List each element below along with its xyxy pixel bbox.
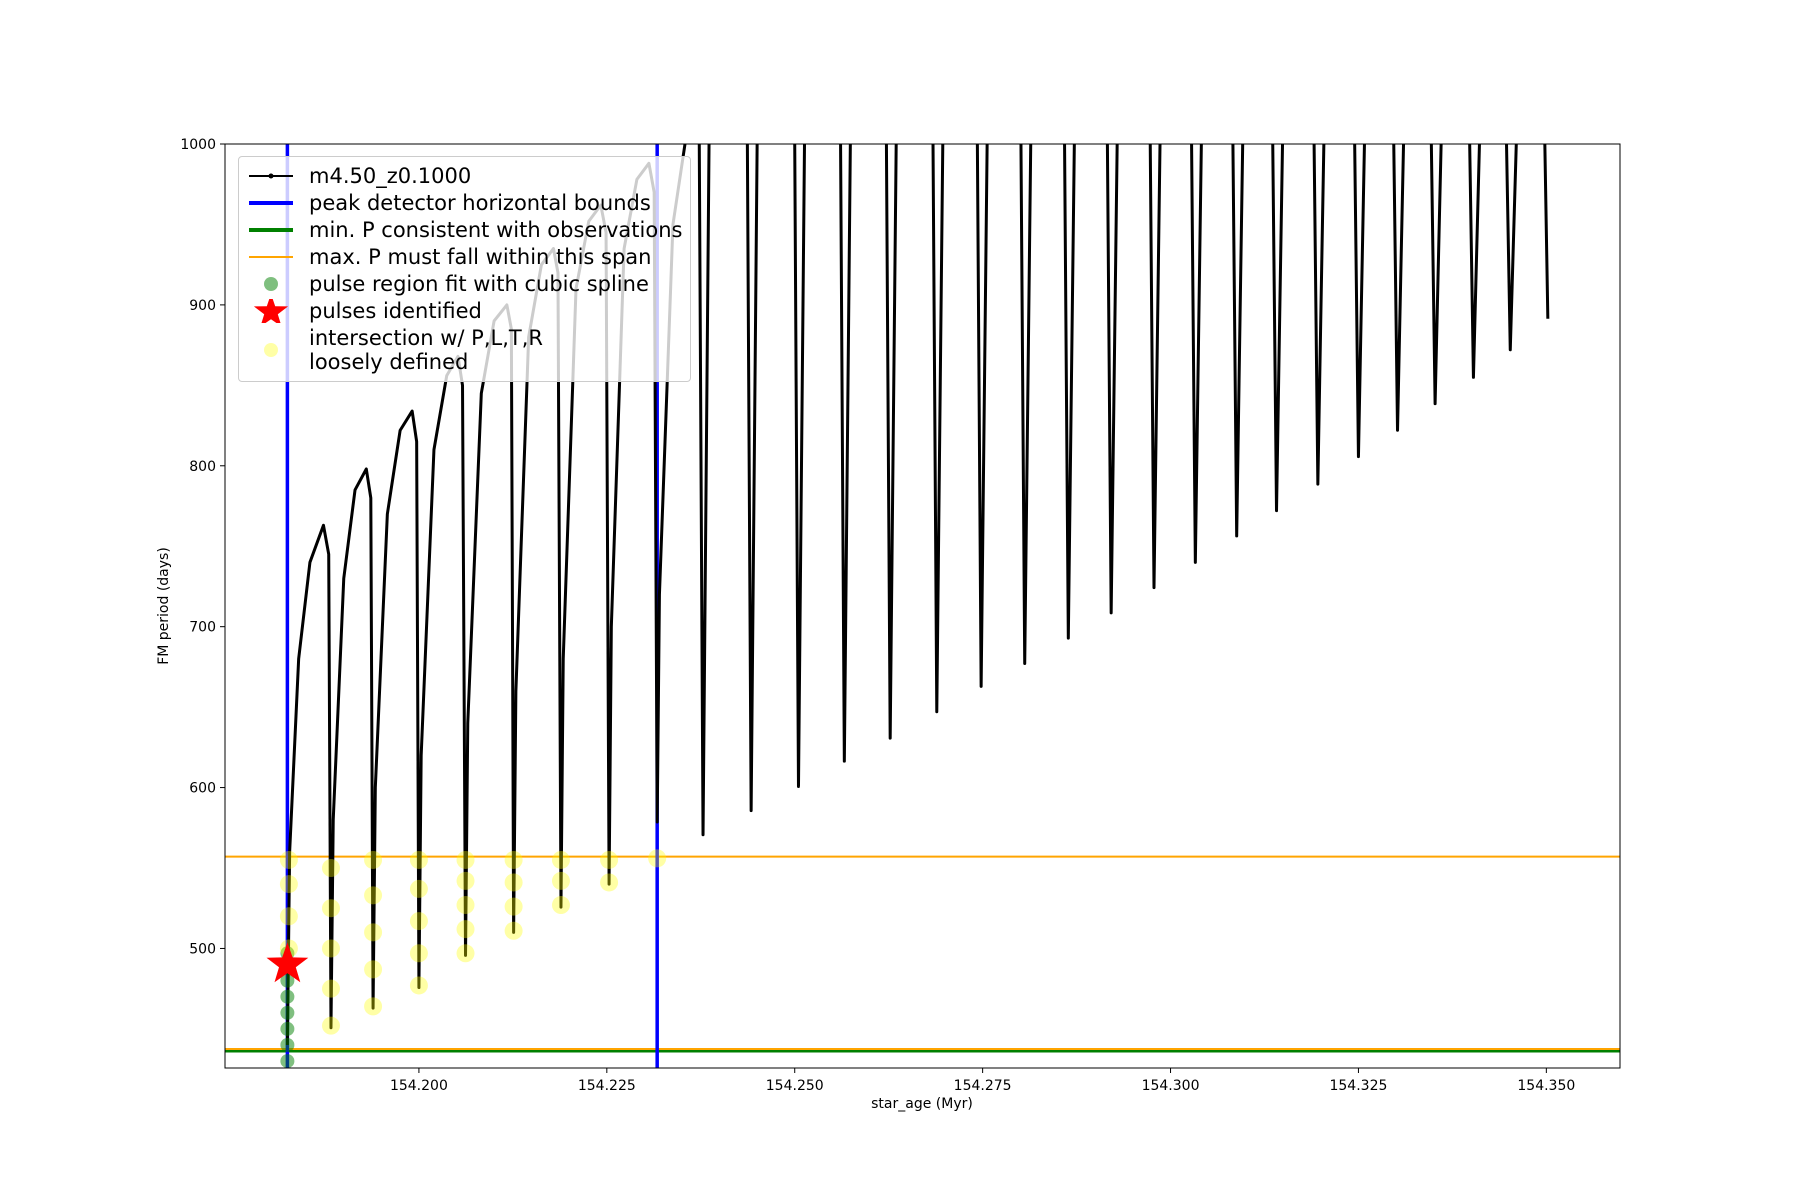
scatter-point [600,873,619,892]
legend-entry: intersection w/ P,L,T,R loosely defined [247,326,682,374]
legend-label: m4.50_z0.1000 [309,164,472,188]
legend-swatch [249,173,293,179]
legend-label: pulses identified [309,299,482,323]
scatter-point [279,850,298,869]
scatter-point [409,912,428,931]
legend-swatch [264,277,278,291]
legend-entry: m4.50_z0.1000 [247,164,682,188]
legend-swatch [249,228,293,232]
x-tick-label: 154.200 [390,1078,448,1094]
scatter-point [321,979,340,998]
scatter-point [280,1037,295,1052]
scatter-point [551,850,570,869]
scatter-point [551,871,570,890]
scatter-point [321,899,340,918]
scatter-point [364,960,383,979]
y-axis-label: FM period (days) [156,547,172,665]
x-tick-label: 154.275 [954,1078,1012,1094]
scatter-point [600,850,619,869]
y-tick-label: 700 [189,620,216,636]
x-axis-label: star_age (Myr) [871,1096,973,1112]
legend-label: intersection w/ P,L,T,R loosely defined [309,326,543,374]
scatter-point [409,850,428,869]
scatter-point [648,849,667,868]
legend-label: min. P consistent with observations [309,218,683,242]
scatter-point [280,989,295,1004]
scatter-point [456,896,475,915]
scatter-point [321,1016,340,1035]
scatter-point [364,923,383,942]
y-tick-label: 900 [189,298,216,314]
scatter-point [504,850,523,869]
scatter-point [409,944,428,963]
scatter-point [456,920,475,939]
scatter-point [279,875,298,894]
pulse-star [266,942,309,983]
scatter-point [321,939,340,958]
legend-entry: pulses identified [247,299,682,323]
x-tick-label: 154.300 [1142,1078,1200,1094]
x-tick-label: 154.225 [578,1078,636,1094]
legend-label: pulse region fit with cubic spline [309,272,649,296]
legend-label: peak detector horizontal bounds [309,191,651,215]
y-tick-label: 500 [189,941,216,957]
legend-entry: max. P must fall within this span [247,245,682,269]
scatter-point [364,850,383,869]
legend-entry: min. P consistent with observations [247,218,682,242]
y-tick-label: 600 [189,781,216,797]
scatter-point [364,886,383,905]
legend-swatch [249,201,293,205]
legend-entry: pulse region fit with cubic spline [247,272,682,296]
scatter-point [456,850,475,869]
scatter-point [504,873,523,892]
scatter-point [504,921,523,940]
axes-frame [224,143,1621,1069]
scatter-point [456,944,475,963]
legend-label: max. P must fall within this span [309,245,652,269]
legend-swatch [249,256,293,258]
scatter-point [280,973,295,988]
legend-swatch [264,343,278,357]
legend-entry: peak detector horizontal bounds [247,191,682,215]
scatter-point [321,859,340,878]
scatter-point [456,871,475,890]
scatter-point [504,897,523,916]
scatter-point [409,976,428,995]
scatter-point [279,907,298,926]
scatter-point [280,1054,295,1068]
scatter-point [280,1005,295,1020]
scatter-point [551,896,570,915]
scatter-point [364,997,383,1016]
x-tick-label: 154.250 [766,1078,824,1094]
x-tick-label: 154.325 [1329,1078,1387,1094]
data-line [285,144,1550,1046]
x-tick-label: 154.350 [1517,1078,1575,1094]
scatter-point [280,1021,295,1036]
legend-swatch [253,299,289,323]
scatter-point [409,879,428,898]
y-tick-label: 1000 [180,137,216,153]
plot-area [225,144,1620,1068]
y-tick-label: 800 [189,459,216,475]
